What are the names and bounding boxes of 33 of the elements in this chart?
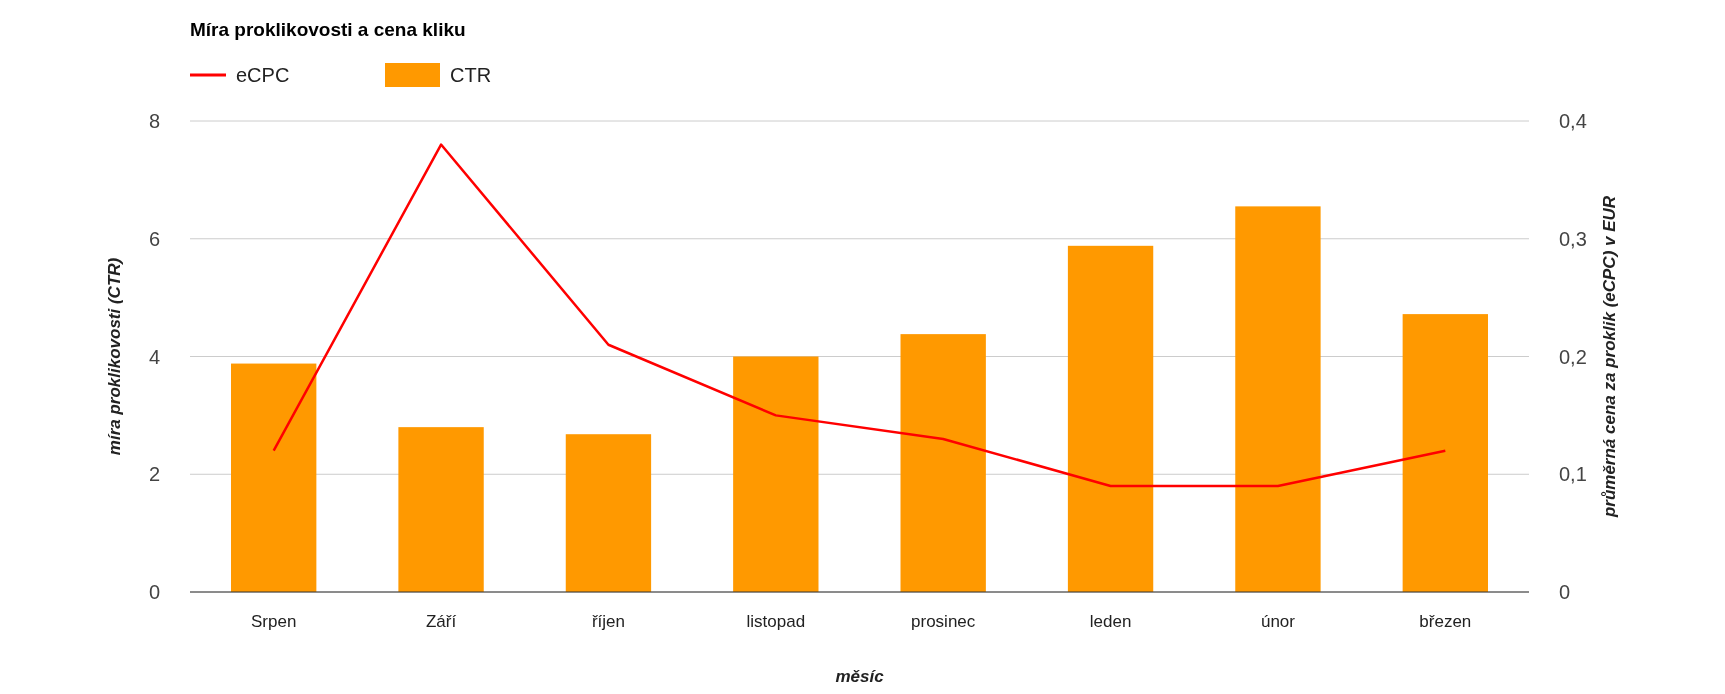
x-tick-label: únor [1260, 612, 1296, 631]
x-tick-label: listopad [746, 612, 806, 631]
chart-title: Míra proklikovosti a cena kliku [190, 19, 466, 40]
x-tick-label: Srpen [251, 612, 297, 631]
y-tick-label: 2 [148, 463, 160, 486]
y-tick-label: 0 [148, 581, 160, 603]
bar [733, 356, 819, 592]
x-tick-label: prosinec [911, 612, 976, 631]
y-tick-label: 8 [148, 110, 160, 132]
bar [398, 427, 484, 592]
bar [565, 434, 652, 592]
y2-tick-label: 0,1 [1559, 463, 1587, 486]
legend-label: eCPC [236, 64, 290, 86]
y2-tick-label: 0,4 [1559, 110, 1587, 132]
y-axis-title: míra proklikovosti (CTR) [105, 257, 124, 456]
bar [231, 363, 317, 592]
bar [1067, 245, 1154, 592]
x-tick-label: Září [425, 612, 457, 631]
y-tick-label: 6 [148, 227, 160, 250]
y-tick-label: 4 [148, 345, 160, 368]
bar [1402, 314, 1488, 592]
bar [1235, 206, 1321, 592]
y2-axis-title: průměrná cena za proklik (eCPC) v EUR [1600, 195, 1619, 519]
y2-tick-label: 0,3 [1559, 227, 1587, 250]
x-tick-label: říjen [591, 612, 625, 631]
x-tick-label: leden [1089, 612, 1132, 631]
x-tick-label: březen [1419, 612, 1472, 631]
bar [900, 334, 986, 592]
y2-tick-label: 0 [1559, 581, 1571, 603]
line-series [272, 143, 1447, 488]
legend-label: CTR [450, 64, 492, 86]
y2-tick-label: 0,2 [1559, 345, 1587, 368]
x-axis-title: měsíc [835, 667, 885, 686]
